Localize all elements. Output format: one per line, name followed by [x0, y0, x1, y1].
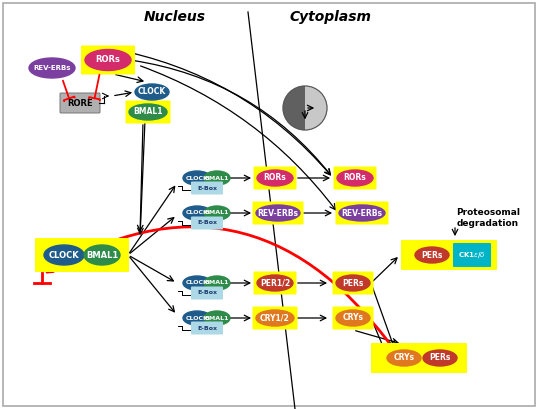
Text: CLOCK: CLOCK: [186, 211, 208, 216]
Ellipse shape: [423, 350, 457, 366]
Text: CLOCK: CLOCK: [186, 315, 208, 321]
Text: REV-ERBs: REV-ERBs: [258, 209, 299, 218]
Ellipse shape: [204, 206, 230, 220]
FancyBboxPatch shape: [252, 202, 303, 225]
FancyBboxPatch shape: [60, 93, 100, 113]
Text: CRYs: CRYs: [393, 353, 414, 362]
Ellipse shape: [84, 245, 120, 265]
Text: RORs: RORs: [96, 56, 121, 65]
FancyBboxPatch shape: [191, 286, 223, 299]
FancyBboxPatch shape: [334, 166, 377, 189]
Text: RORs: RORs: [344, 173, 366, 182]
Text: BMAL1: BMAL1: [133, 108, 163, 117]
FancyBboxPatch shape: [253, 272, 296, 294]
Ellipse shape: [387, 350, 421, 366]
Text: Proteosomal
degradation: Proteosomal degradation: [456, 208, 520, 228]
Text: Nucleus: Nucleus: [144, 10, 206, 24]
FancyBboxPatch shape: [453, 243, 491, 267]
Ellipse shape: [129, 104, 167, 120]
FancyBboxPatch shape: [125, 101, 171, 124]
Ellipse shape: [85, 49, 131, 70]
Ellipse shape: [256, 310, 294, 326]
Ellipse shape: [336, 275, 370, 291]
Text: CLOCK: CLOCK: [186, 281, 208, 285]
FancyBboxPatch shape: [252, 306, 298, 330]
FancyBboxPatch shape: [371, 343, 467, 373]
Ellipse shape: [183, 276, 211, 290]
Wedge shape: [283, 86, 305, 130]
Ellipse shape: [135, 84, 169, 100]
FancyBboxPatch shape: [332, 306, 373, 330]
FancyBboxPatch shape: [336, 202, 388, 225]
Text: RORE: RORE: [67, 99, 93, 108]
Text: CRY1/2: CRY1/2: [260, 314, 290, 323]
FancyBboxPatch shape: [35, 238, 129, 272]
Ellipse shape: [183, 311, 211, 325]
Ellipse shape: [257, 275, 293, 291]
Ellipse shape: [183, 171, 211, 185]
Ellipse shape: [29, 58, 75, 78]
FancyBboxPatch shape: [401, 240, 497, 270]
Text: CLOCK: CLOCK: [138, 88, 166, 97]
Text: PERs: PERs: [421, 250, 443, 259]
FancyBboxPatch shape: [253, 166, 296, 189]
FancyBboxPatch shape: [332, 272, 373, 294]
Text: CLOCK: CLOCK: [48, 250, 79, 259]
Text: PERs: PERs: [342, 279, 364, 288]
Ellipse shape: [337, 170, 373, 186]
FancyBboxPatch shape: [191, 182, 223, 195]
Ellipse shape: [336, 310, 370, 326]
Text: RORs: RORs: [264, 173, 286, 182]
Text: REV-ERBs: REV-ERBs: [33, 65, 71, 71]
FancyBboxPatch shape: [191, 216, 223, 229]
Text: E-Box: E-Box: [197, 220, 217, 225]
FancyBboxPatch shape: [3, 3, 535, 406]
Ellipse shape: [204, 311, 230, 325]
Text: BMAL1: BMAL1: [86, 250, 118, 259]
Ellipse shape: [44, 245, 84, 265]
Ellipse shape: [415, 247, 449, 263]
Text: BMAL1: BMAL1: [205, 281, 229, 285]
Ellipse shape: [204, 171, 230, 185]
Ellipse shape: [339, 205, 385, 221]
Ellipse shape: [256, 205, 300, 221]
Text: E-Box: E-Box: [197, 326, 217, 330]
FancyBboxPatch shape: [81, 45, 135, 74]
Text: PER1/2: PER1/2: [260, 279, 290, 288]
Text: BMAL1: BMAL1: [205, 175, 229, 180]
Text: CRYs: CRYs: [343, 314, 364, 323]
Text: BMAL1: BMAL1: [205, 315, 229, 321]
Text: PERs: PERs: [429, 353, 451, 362]
Text: BMAL1: BMAL1: [205, 211, 229, 216]
Circle shape: [283, 86, 327, 130]
Text: CLOCK: CLOCK: [186, 175, 208, 180]
FancyBboxPatch shape: [191, 321, 223, 335]
Text: Cytoplasm: Cytoplasm: [289, 10, 371, 24]
Ellipse shape: [204, 276, 230, 290]
Text: E-Box: E-Box: [197, 290, 217, 295]
Ellipse shape: [257, 170, 293, 186]
Text: REV-ERBs: REV-ERBs: [342, 209, 383, 218]
Ellipse shape: [183, 206, 211, 220]
Text: CK1$\epsilon$/$\delta$: CK1$\epsilon$/$\delta$: [458, 250, 486, 260]
Text: E-Box: E-Box: [197, 186, 217, 191]
